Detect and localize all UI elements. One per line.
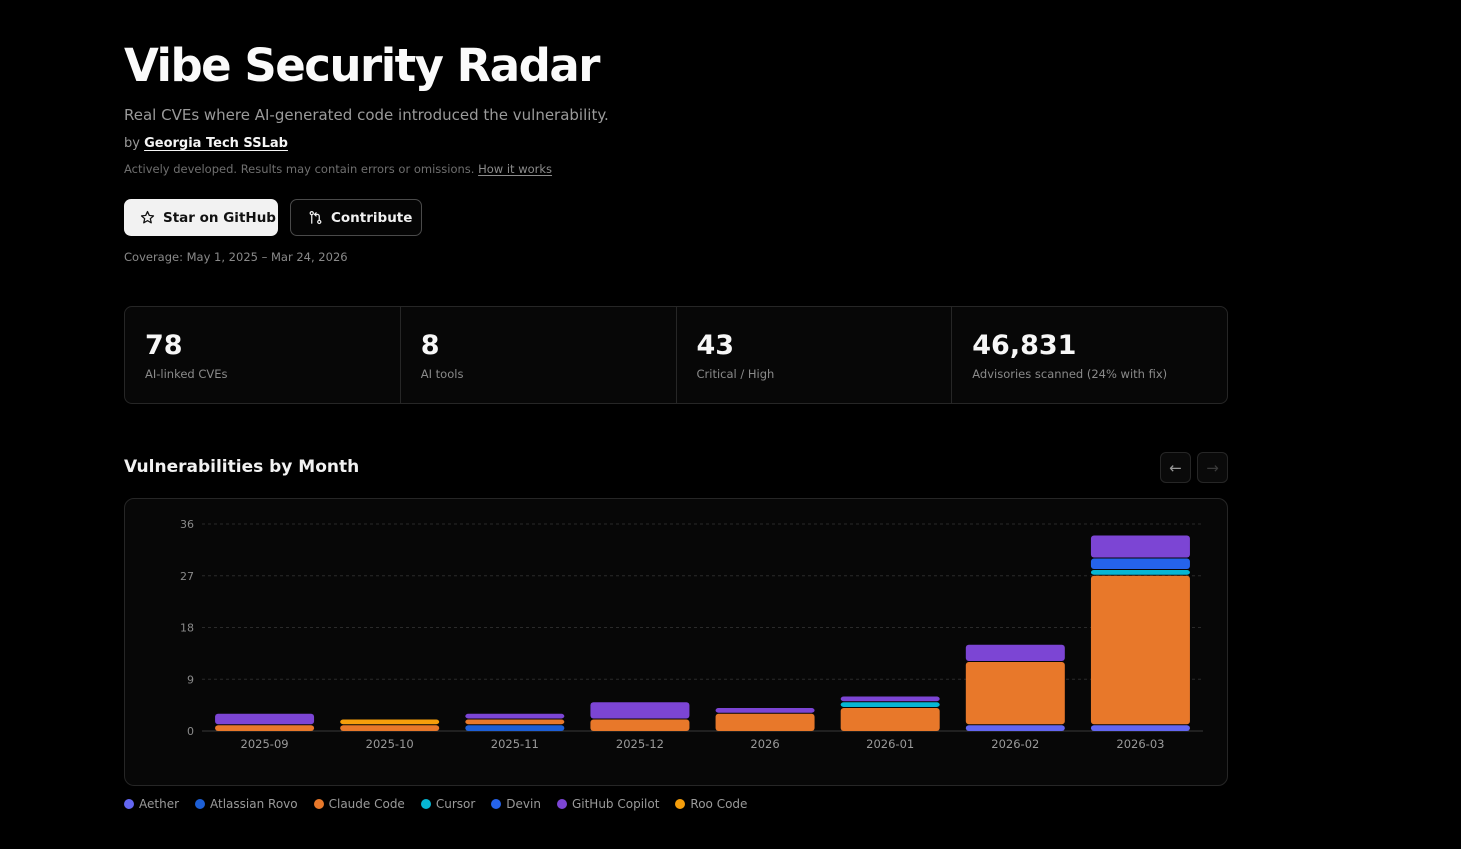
contribute-button[interactable]: Contribute — [290, 199, 422, 236]
bar-segment — [465, 713, 565, 719]
bar-segment — [1090, 575, 1190, 725]
bar-segment — [840, 708, 940, 731]
legend-label: Devin — [506, 797, 541, 811]
stat-value: 46,831 — [972, 330, 1077, 361]
legend-item: Atlassian Rovo — [195, 797, 298, 811]
arrow-left-icon: ← — [1169, 458, 1182, 477]
legend-item: Roo Code — [675, 797, 747, 811]
disclaimer-notice: Actively developed. Results may contain … — [124, 161, 552, 178]
git-pull-request-icon — [309, 210, 322, 225]
legend-swatch — [313, 799, 324, 809]
bar-segment — [965, 725, 1065, 731]
bar-segment — [965, 644, 1065, 661]
org-link[interactable]: Georgia Tech SSLab — [144, 136, 288, 151]
legend-item: Cursor — [420, 797, 476, 811]
y-tick-label: 9 — [187, 673, 194, 686]
bar-segment — [840, 696, 940, 702]
y-tick-label: 36 — [180, 518, 194, 531]
stats-panel: 78 AI-linked CVEs 8 AI tools 43 Critical… — [124, 306, 1228, 404]
legend-swatch — [420, 799, 431, 809]
stat-label: Advisories scanned (24% with fix) — [972, 367, 1168, 381]
legend-label: Claude Code — [328, 797, 405, 811]
bar-segment — [340, 725, 440, 731]
legend-item: Devin — [491, 797, 541, 811]
stat-critical-high: 43 Critical / High — [677, 307, 953, 403]
stat-label: Critical / High — [696, 367, 775, 381]
bar-segment — [215, 725, 315, 731]
x-tick-label: 2026-01 — [866, 737, 914, 751]
page-title: Vibe Security Radar — [124, 39, 600, 92]
chart-section-title: Vulnerabilities by Month — [124, 457, 360, 477]
legend-swatch — [195, 799, 206, 809]
legend-label: Roo Code — [690, 797, 748, 811]
stat-value: 8 — [420, 330, 440, 361]
legend-item: Aether — [124, 797, 179, 811]
x-tick-label: 2026-02 — [991, 737, 1039, 751]
legend-item: GitHub Copilot — [556, 797, 660, 811]
arrow-right-icon: → — [1206, 458, 1219, 477]
bar-segment — [715, 713, 815, 731]
bar-segment — [590, 719, 690, 731]
y-tick-label: 27 — [180, 570, 194, 583]
bar-segment — [715, 708, 815, 713]
x-tick-label: 2025-10 — [366, 737, 414, 751]
coverage-range: Coverage: May 1, 2025 – Mar 24, 2026 — [124, 250, 348, 264]
vulnerabilities-chart: 0 9 18 27 36 2025-09 2025-10 2025-11 2025-12 2026… — [124, 498, 1228, 786]
stat-value: 78 — [145, 330, 183, 361]
bar-segment — [590, 702, 690, 719]
bar-segment — [215, 713, 315, 725]
byline-prefix: by — [124, 136, 140, 151]
legend-swatch — [556, 799, 567, 809]
legend-swatch — [491, 799, 502, 809]
legend-label: Atlassian Rovo — [210, 797, 298, 811]
bar-segment — [465, 725, 565, 731]
stat-value: 43 — [696, 330, 735, 361]
y-tick-label: 18 — [180, 622, 194, 635]
chart-next-button[interactable]: → — [1197, 452, 1228, 483]
x-tick-label: 2025-11 — [491, 737, 539, 751]
chart-legend: Aether Atlassian Rovo Claude Code Cursor Dev… — [124, 797, 747, 811]
legend-swatch — [124, 799, 134, 809]
stat-ai-tools: 8 AI tools — [401, 307, 677, 403]
legend-item: Claude Code — [313, 797, 405, 811]
how-it-works-link[interactable]: How it works — [478, 162, 553, 176]
bar-segment — [965, 662, 1065, 725]
legend-swatch — [675, 799, 686, 809]
byline: by Georgia Tech SSLab — [124, 134, 288, 154]
stat-ai-linked-cves: 78 AI-linked CVEs — [125, 307, 401, 403]
legend-label: Aether — [139, 797, 180, 811]
x-tick-label: 2025-12 — [616, 737, 664, 751]
x-tick-label: 2026 — [750, 737, 779, 751]
contribute-button-label: Contribute — [331, 209, 413, 226]
stat-advisories-scanned: 46,831 Advisories scanned (24% with fix) — [952, 307, 1227, 403]
bar-segment — [1090, 725, 1190, 731]
notice-text: Actively developed. Results may contain … — [124, 162, 475, 176]
stat-label: AI tools — [420, 367, 464, 381]
star-on-github-button[interactable]: Star on GitHub — [124, 199, 278, 236]
page-subtitle: Real CVEs where AI-generated code introd… — [124, 106, 609, 124]
bar-segment — [340, 719, 440, 725]
x-tick-label: 2026-03 — [1116, 737, 1164, 751]
star-icon — [140, 210, 155, 224]
bar-segment — [465, 719, 565, 725]
stat-label: AI-linked CVEs — [145, 367, 228, 381]
bar-segment — [1090, 570, 1190, 575]
bar-segment — [1090, 558, 1190, 569]
bar-segment — [1090, 535, 1190, 558]
star-button-label: Star on GitHub — [163, 209, 276, 226]
chart-prev-button[interactable]: ← — [1160, 452, 1191, 483]
legend-label: Cursor — [435, 797, 476, 811]
x-tick-label: 2025-09 — [241, 737, 289, 751]
legend-label: GitHub Copilot — [571, 797, 660, 811]
stacked-bar-chart: 0 9 18 27 36 2025-09 2025-10 2025-11 2025-12 2026… — [180, 518, 1203, 751]
y-tick-label: 0 — [187, 725, 194, 738]
bar-segment — [840, 702, 940, 707]
